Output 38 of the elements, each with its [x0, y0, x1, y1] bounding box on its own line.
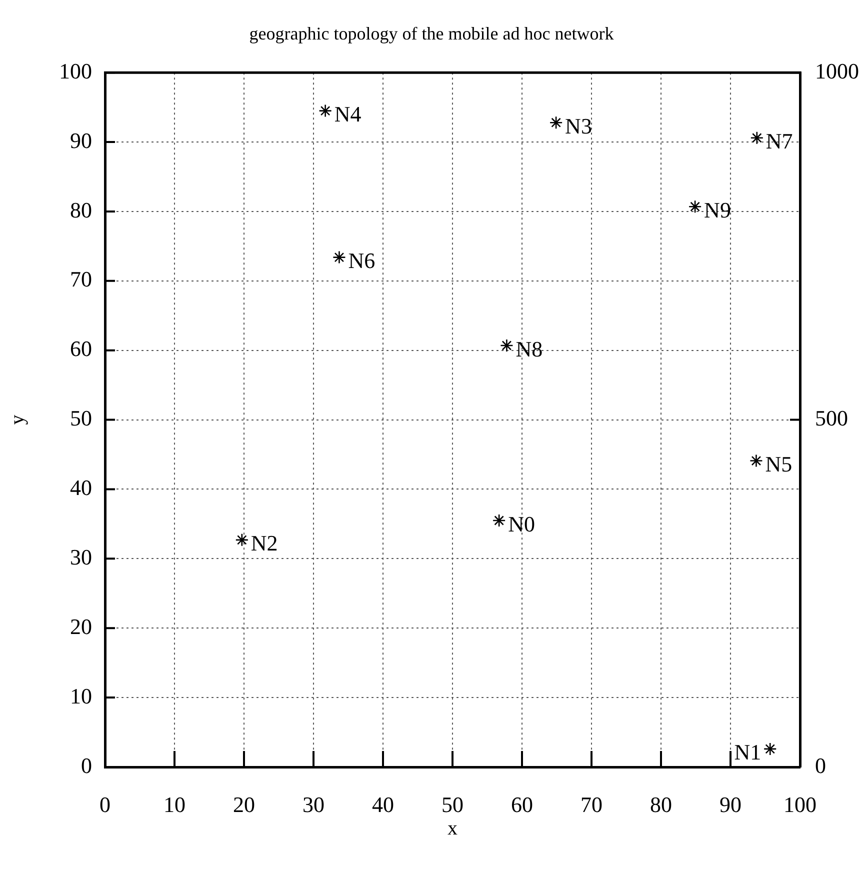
annotation: N6 — [348, 248, 376, 274]
y-tick-label: 90 — [70, 128, 92, 153]
annotation: N8 — [516, 336, 543, 362]
annotation: N3 — [565, 113, 592, 138]
annotation: N5 — [765, 452, 792, 477]
x-tick-label: 40 — [372, 792, 394, 817]
y-tick-label: 30 — [70, 544, 92, 570]
annotation: N2 — [250, 530, 278, 556]
annotation: N7 — [766, 128, 793, 154]
annotation: N9 — [704, 197, 731, 222]
annotation: N1 — [734, 740, 762, 765]
y-tick-label: 20 — [70, 614, 92, 639]
chart-title: geographic topology of the mobile ad hoc network — [249, 24, 614, 44]
x-tick-label: 100 — [784, 792, 816, 817]
x-tick-label: 30 — [302, 792, 324, 817]
y-tick-label: 10 — [70, 683, 92, 708]
x-tick-label: 70 — [580, 792, 602, 817]
x-axis-title: x — [448, 817, 458, 840]
y-tick-label: 80 — [70, 197, 92, 222]
x-tick-label: 60 — [511, 792, 533, 817]
y-tick-label: 50 — [70, 406, 92, 431]
x-tick-label: 20 — [233, 792, 255, 817]
x-tick-label: 10 — [164, 792, 186, 817]
y-tick-label: 60 — [70, 336, 92, 362]
y2-tick-label: 500 — [815, 406, 848, 431]
x-tick-label: 80 — [650, 792, 672, 817]
annotation: N4 — [334, 102, 362, 127]
y-tick-label: 100 — [59, 58, 92, 84]
x-tick-label: 50 — [442, 792, 464, 817]
y-tick-label: 0 — [81, 752, 92, 778]
y2-tick-label: 0 — [815, 752, 826, 778]
y2-tick-label: 1000 — [815, 58, 859, 84]
y-tick-label: 40 — [70, 475, 92, 500]
annotation: N0 — [508, 511, 535, 536]
y-tick-label: 70 — [70, 266, 92, 292]
x-tick-label: 0 — [100, 792, 110, 817]
x-tick-label: 90 — [720, 792, 742, 817]
y-axis-title: y — [6, 414, 28, 425]
